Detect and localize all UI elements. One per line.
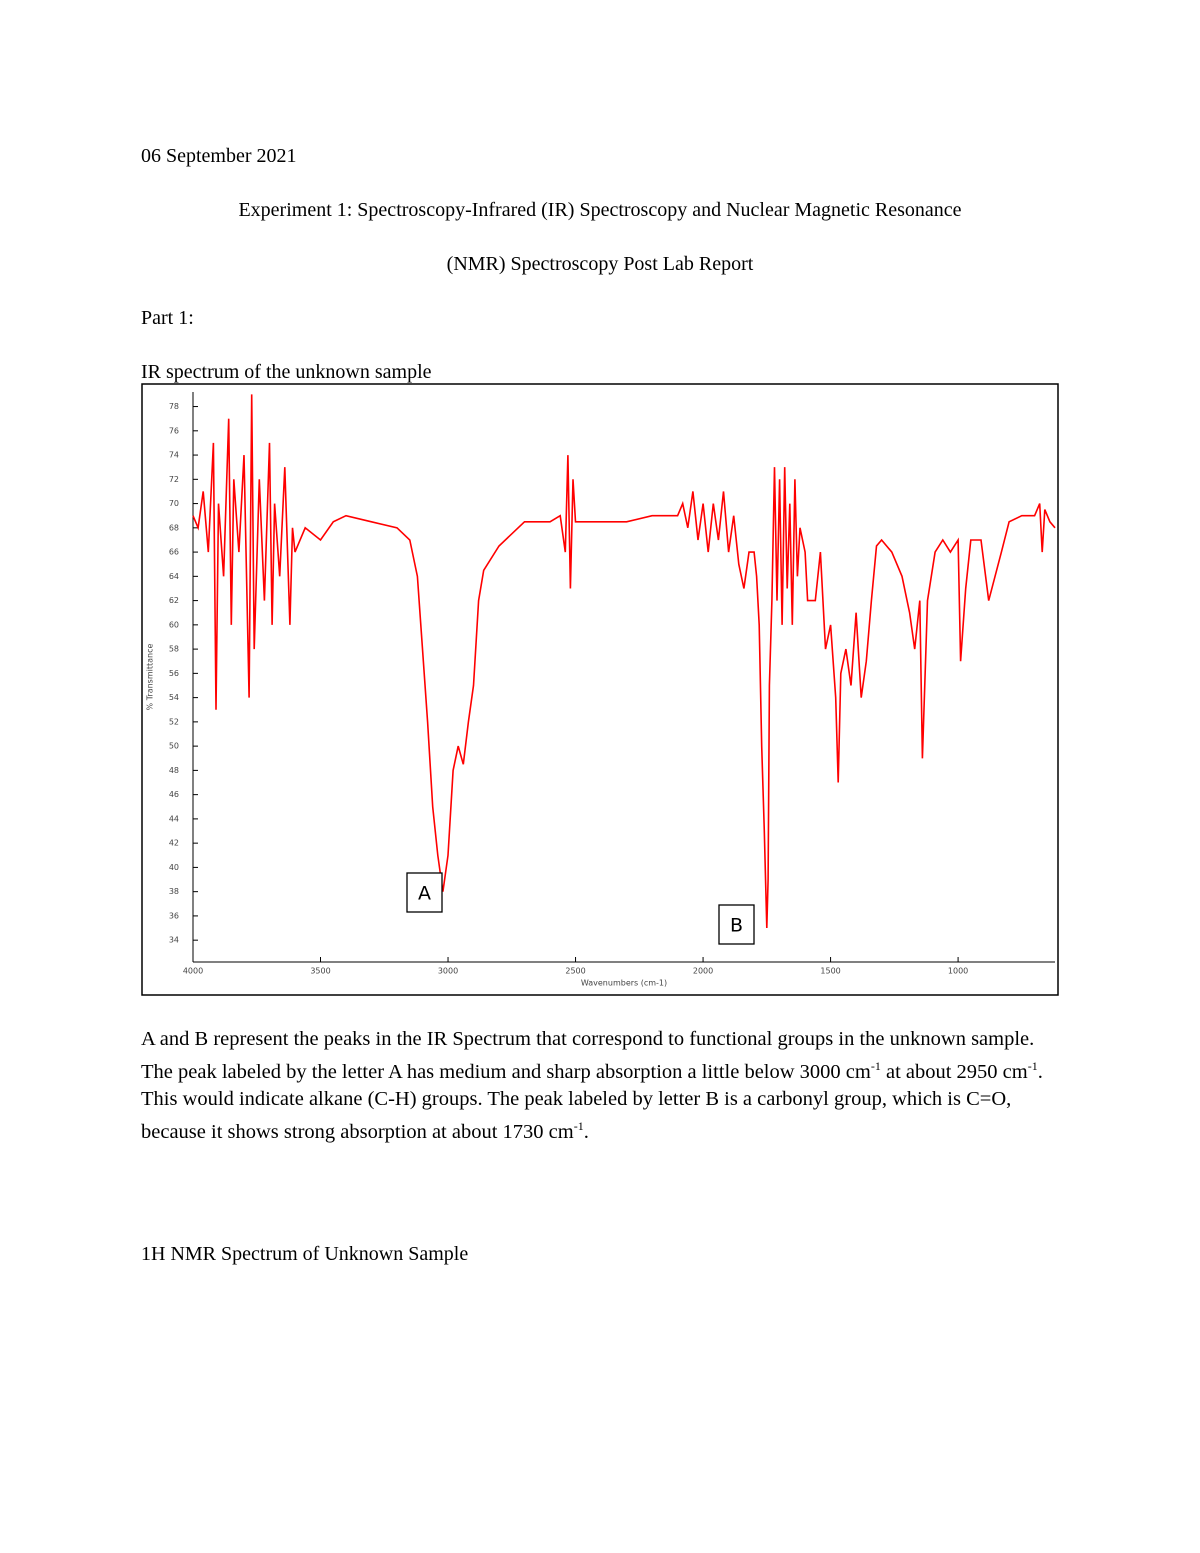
y-tick-label: 78 <box>169 402 179 411</box>
paragraph: A and B represent the peaks in the IR Sp… <box>141 1026 1056 1146</box>
y-tick-label: 60 <box>169 620 179 629</box>
text-run: A and B represent the peaks in the IR Sp… <box>141 1028 1035 1083</box>
superscript: -1 <box>573 1118 584 1133</box>
y-tick-label: 62 <box>169 596 179 605</box>
y-tick-label: 54 <box>169 693 179 702</box>
y-axis-label: % Transmittance <box>146 643 155 710</box>
y-tick-label: 66 <box>169 548 179 557</box>
superscript: -1 <box>1027 1059 1038 1073</box>
y-tick-label: 50 <box>169 742 179 751</box>
y-tick-label: 40 <box>169 863 179 872</box>
part-heading: Part 1: <box>141 307 194 329</box>
x-tick-label: 1000 <box>948 967 968 976</box>
y-tick-label: 52 <box>169 717 179 726</box>
section-heading: 1H NMR Spectrum of Unknown Sample <box>141 1243 469 1265</box>
y-tick-label: 76 <box>169 426 179 435</box>
chart: 34 36 38 40 42 44 46 48 50 52 54 56 58 60 62 64 66 68 70 72… <box>141 383 1059 996</box>
y-tick-label: 70 <box>169 499 179 508</box>
x-axis-label: Wavenumbers (cm-1) <box>581 979 667 988</box>
y-tick-label: 48 <box>169 766 179 775</box>
x-tick-label: 2000 <box>693 967 713 976</box>
y-tick-label: 58 <box>169 645 179 654</box>
y-tick-label: 38 <box>169 887 179 896</box>
text-run: at about 2950 cm <box>880 1060 1028 1083</box>
x-tick-label: 4000 <box>183 967 203 976</box>
x-tick-label: 2500 <box>565 967 585 976</box>
y-tick-label: 46 <box>169 790 179 799</box>
date: 06 September 2021 <box>141 145 297 167</box>
y-tick-label: 56 <box>169 669 179 678</box>
chart-frame <box>141 383 1059 996</box>
annotation-box <box>718 904 755 945</box>
y-tick-label: 36 <box>169 911 179 920</box>
y-tick-label: 68 <box>169 523 179 532</box>
title-line: (NMR) Spectroscopy Post Lab Report <box>446 253 754 275</box>
x-tick-label: 3500 <box>310 967 330 976</box>
title-line: Experiment 1: Spectroscopy-Infrared (IR)… <box>238 199 962 221</box>
y-tick-label: 44 <box>169 814 179 823</box>
y-tick-label: 34 <box>169 936 179 945</box>
text-run: . This would indicate alkane (C-H) group… <box>141 1060 1043 1143</box>
spectrum-line <box>192 394 1056 929</box>
figure-caption: IR spectrum of the unknown sample <box>141 361 432 383</box>
y-tick-label: 72 <box>169 475 179 484</box>
y-tick-label: 42 <box>169 839 179 848</box>
annotation-label: B <box>730 915 743 937</box>
y-tick-label: 74 <box>169 451 179 460</box>
annotation-box <box>406 872 443 913</box>
x-tick-label: 1500 <box>820 967 840 976</box>
superscript: -1 <box>870 1059 881 1073</box>
annotation-label: A <box>418 883 431 905</box>
x-tick-label: 3000 <box>438 967 458 976</box>
y-tick-label: 64 <box>169 572 179 581</box>
text-run: . <box>583 1120 589 1143</box>
